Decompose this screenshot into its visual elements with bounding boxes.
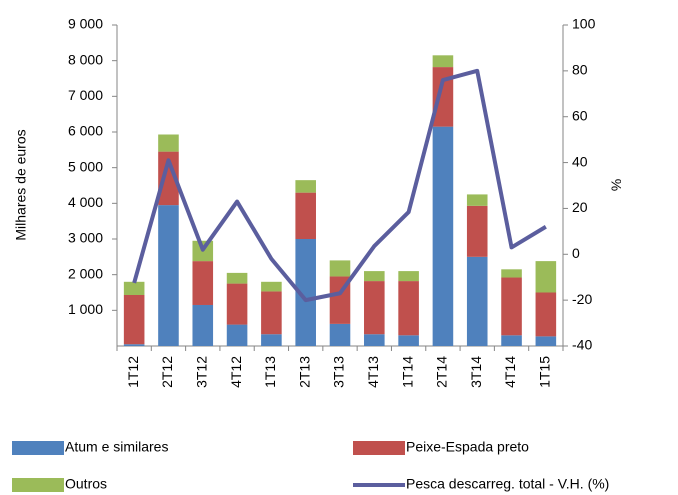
bar — [192, 304, 214, 346]
bar — [261, 334, 282, 346]
y2-tick-label: 100 — [572, 16, 596, 32]
y2-tick-label: 0 — [572, 245, 580, 261]
legend-label: Atum e similares — [65, 439, 168, 455]
x-tick-label: 4T13 — [365, 356, 381, 388]
y-tick-label: 7 000 — [68, 87, 103, 103]
legend-label: Pesca descarreg. total - V.H. (%) — [406, 476, 609, 492]
y-tick-label: 5 000 — [68, 158, 103, 174]
y2-tick-label: 20 — [572, 199, 588, 215]
x-tick-label: 1T13 — [262, 356, 278, 388]
bar — [329, 260, 351, 277]
legend-swatch — [12, 478, 64, 492]
x-tick-label: 3T14 — [468, 356, 484, 388]
y-tick-label: 9 000 — [68, 16, 103, 32]
bar — [535, 261, 557, 293]
y-tick-label: 2 000 — [68, 265, 103, 281]
bar — [226, 324, 248, 346]
y2-tick-label: 80 — [572, 62, 588, 78]
bar — [364, 271, 385, 282]
y-tick-label: 8 000 — [68, 51, 103, 67]
bar — [364, 334, 385, 346]
y-tick-label: 3 000 — [68, 230, 103, 246]
x-tick-label: 1T15 — [537, 356, 553, 388]
bar — [398, 335, 419, 346]
x-tick-label: 2T14 — [434, 356, 450, 388]
bar — [535, 336, 557, 346]
bar — [501, 269, 522, 278]
bar — [295, 180, 316, 193]
bar — [123, 281, 145, 295]
legend-label: Peixe-Espada preto — [406, 439, 529, 455]
line — [132, 68, 547, 303]
bar — [295, 192, 316, 239]
bar — [295, 239, 316, 346]
x-tick-label: 4T14 — [502, 356, 518, 388]
legend-swatch — [12, 441, 64, 455]
x-tick-label: 2T12 — [159, 356, 175, 388]
bar — [158, 205, 179, 346]
bar — [501, 277, 522, 336]
bar — [192, 261, 214, 305]
x-tick-label: 3T13 — [331, 356, 347, 388]
bar — [261, 281, 282, 292]
bar — [329, 323, 351, 346]
y2-tick-label: -20 — [572, 291, 592, 307]
y2-tick-label: 40 — [572, 153, 588, 169]
x-tick-label: 1T12 — [125, 356, 141, 388]
x-tick-label: 2T13 — [296, 356, 312, 388]
bar — [158, 134, 179, 152]
bar — [261, 291, 282, 335]
bar — [535, 292, 557, 337]
y2-axis-title: % — [608, 179, 624, 191]
y-axis-title: Milhares de euros — [13, 129, 29, 240]
legend-label: Outros — [65, 476, 107, 492]
bar — [501, 335, 522, 346]
bar — [398, 281, 419, 336]
bar — [466, 205, 488, 257]
y-tick-label: 6 000 — [68, 123, 103, 139]
legend-swatch — [353, 441, 405, 455]
bar — [123, 344, 145, 346]
bar — [432, 55, 454, 68]
y-tick-label: 4 000 — [68, 194, 103, 210]
bar — [398, 271, 419, 282]
y2-tick-label: 60 — [572, 107, 588, 123]
bar — [432, 67, 454, 127]
x-tick-label: 3T12 — [193, 356, 209, 388]
y2-tick-label: -40 — [572, 337, 592, 353]
bar — [466, 256, 488, 346]
x-tick-label: 4T12 — [228, 356, 244, 388]
y-tick-label: 1 000 — [68, 301, 103, 317]
bar — [432, 126, 454, 347]
bar — [226, 283, 248, 325]
bar — [226, 272, 248, 284]
x-tick-label: 1T14 — [399, 356, 415, 388]
bar — [123, 294, 145, 345]
bar — [364, 281, 385, 335]
bar — [158, 151, 179, 206]
bar — [466, 194, 488, 206]
